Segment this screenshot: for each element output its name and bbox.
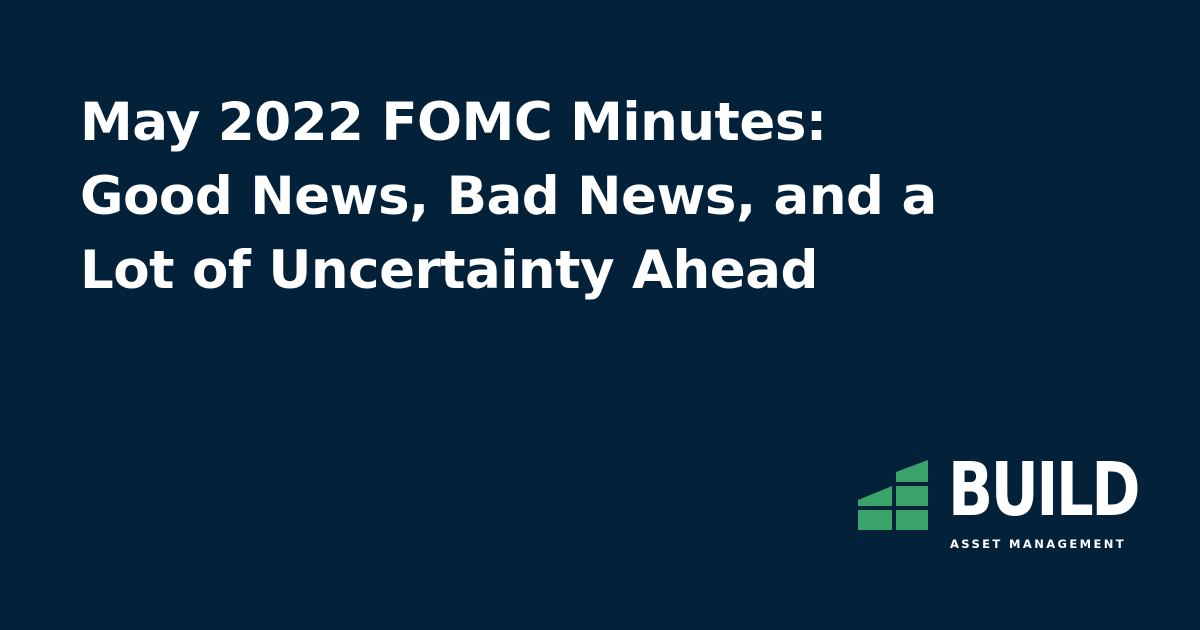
- stair-step-building-icon: [858, 460, 928, 530]
- headline: May 2022 FOMC Minutes: Good News, Bad Ne…: [80, 92, 937, 301]
- brand-logo: BUILD ASSET MANAGEMENT: [858, 450, 1140, 554]
- brand-subtitle: ASSET MANAGEMENT: [950, 537, 1126, 551]
- brand-name: BUILD: [948, 447, 1140, 533]
